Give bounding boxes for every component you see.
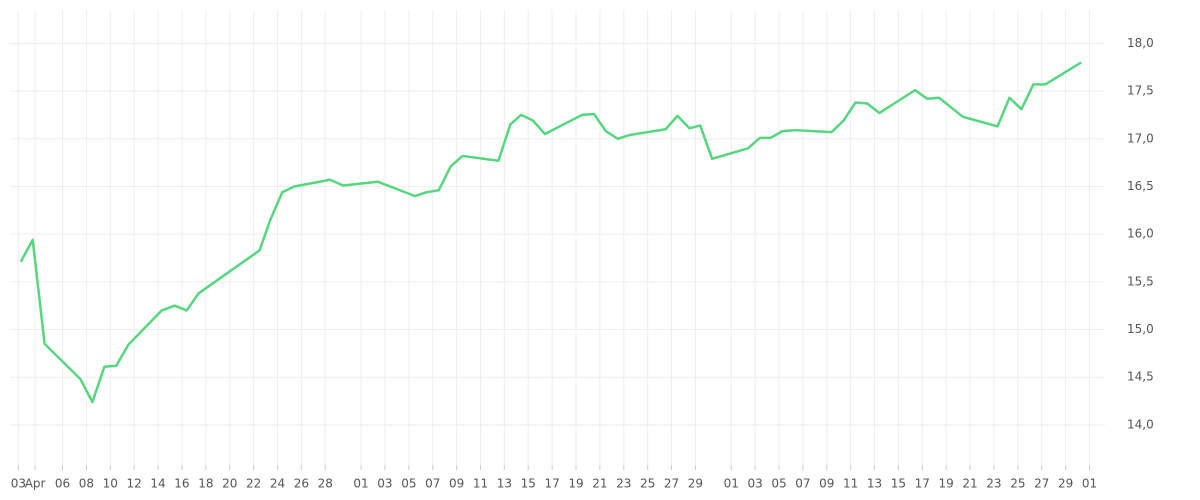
x-tick-label: 19 bbox=[939, 477, 954, 491]
y-tick-label: 18,0 bbox=[1127, 36, 1154, 50]
x-tick-label: 09 bbox=[819, 477, 834, 491]
y-tick-label: 16,5 bbox=[1127, 179, 1154, 193]
x-tick-label: 05 bbox=[771, 477, 786, 491]
x-tick-label: 15 bbox=[891, 477, 906, 491]
x-tick-label: 12 bbox=[127, 477, 142, 491]
x-tick-label: 17 bbox=[544, 477, 559, 491]
x-tick-label: 01 bbox=[724, 477, 739, 491]
x-tick-label: 26 bbox=[294, 477, 309, 491]
x-tick-label: 11 bbox=[473, 477, 488, 491]
y-tick-label: 14,5 bbox=[1127, 370, 1154, 384]
x-tick-label: 23 bbox=[986, 477, 1001, 491]
x-tick-label: 21 bbox=[962, 477, 977, 491]
line bbox=[19, 61, 1082, 404]
x-tick-label: 21 bbox=[592, 477, 607, 491]
x-tick-label: 07 bbox=[795, 477, 810, 491]
x-tick-label: 06 bbox=[55, 477, 70, 491]
x-tick-label: 18 bbox=[198, 477, 213, 491]
x-tick-label: 27 bbox=[1034, 477, 1049, 491]
x-tick-label: 11 bbox=[843, 477, 858, 491]
x-tick-label: 20 bbox=[222, 477, 237, 491]
x-tick-label: 05 bbox=[401, 477, 416, 491]
x-tick-label: 13 bbox=[497, 477, 512, 491]
x-tick-label: 23 bbox=[616, 477, 631, 491]
x-tick-label: 29 bbox=[688, 477, 703, 491]
x-tick-label: 17 bbox=[915, 477, 930, 491]
x-tick-label: 29 bbox=[1058, 477, 1073, 491]
x-tick-label: 27 bbox=[664, 477, 679, 491]
x-tick-label: 15 bbox=[521, 477, 536, 491]
x-tick-label: 08 bbox=[79, 477, 94, 491]
x-tick-label: 22 bbox=[246, 477, 261, 491]
x-tick-label: 19 bbox=[568, 477, 583, 491]
x-tick-label: 24 bbox=[270, 477, 285, 491]
x-tick-label: 03 bbox=[11, 477, 26, 491]
x-tick-label: 25 bbox=[640, 477, 655, 491]
x-tick-label: 13 bbox=[867, 477, 882, 491]
x-tick-label: 28 bbox=[318, 477, 333, 491]
y-tick-label: 16,0 bbox=[1127, 227, 1154, 241]
x-tick-label: 10 bbox=[103, 477, 118, 491]
y-tick-label: 15,5 bbox=[1127, 274, 1154, 288]
x-tick-label: 03 bbox=[377, 477, 392, 491]
x-tick-label: 25 bbox=[1010, 477, 1025, 491]
y-tick-label: 17,0 bbox=[1127, 131, 1154, 145]
y-tick-label: 17,5 bbox=[1127, 84, 1154, 98]
y-tick-label: 15,0 bbox=[1127, 322, 1154, 336]
y-tick-label: 14,0 bbox=[1127, 417, 1154, 431]
x-tick-label: 01 bbox=[1082, 477, 1097, 491]
x-tick-label: 07 bbox=[425, 477, 440, 491]
x-tick-label: 01 bbox=[353, 477, 368, 491]
x-tick-label: 14 bbox=[150, 477, 165, 491]
x-tick-label: 16 bbox=[174, 477, 189, 491]
x-tick-label: Apr bbox=[25, 477, 46, 491]
x-tick-label: 03 bbox=[747, 477, 762, 491]
x-tick-label: 09 bbox=[449, 477, 464, 491]
